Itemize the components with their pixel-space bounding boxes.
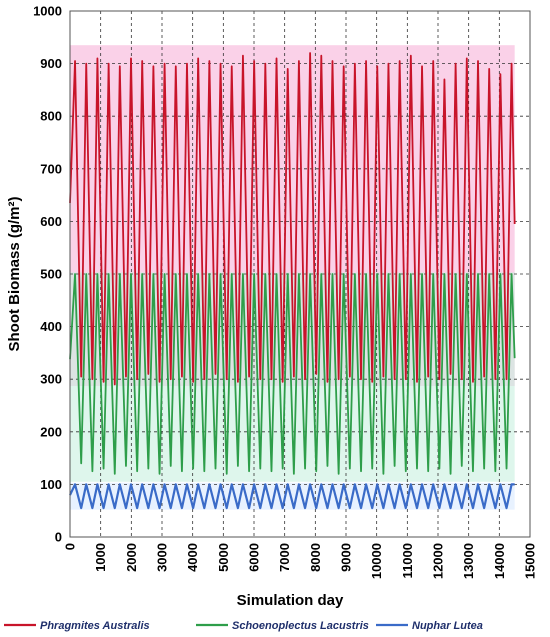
y-tick-label: 1000	[33, 4, 62, 19]
y-tick-label: 700	[40, 161, 62, 176]
x-tick-label: 11000	[400, 543, 415, 578]
x-tick-label: 14000	[492, 543, 507, 579]
legend-label-1: Schoenoplectus Lacustris	[232, 620, 369, 632]
x-tick-label: 8000	[308, 543, 323, 572]
legend-label-0: Phragmites Australis	[40, 620, 150, 632]
y-tick-label: 400	[40, 319, 62, 334]
y-tick-label: 900	[40, 56, 62, 71]
x-tick-labels: 0 1000 2000 3000 4000 5000 6000 7000 8000 9000 100…	[63, 543, 538, 579]
x-tick-label: 15000	[523, 543, 538, 579]
y-tick-label: 200	[40, 424, 62, 439]
y-axis-title: Shoot Biomass (g/m²)	[6, 196, 23, 351]
y-tick-labels: 0 100 200 300 400 500 600 700 800 900 1000	[33, 4, 62, 545]
series-line-2	[69, 483, 515, 510]
x-axis-title: Simulation day	[237, 592, 344, 609]
series-line-0	[69, 52, 516, 386]
x-tick-label: 12000	[431, 543, 446, 579]
x-tick-label: 9000	[339, 543, 354, 572]
x-tick-label: 2000	[124, 543, 139, 572]
x-tick-label: 7000	[277, 543, 292, 572]
x-tick-label: 0	[63, 543, 78, 550]
x-tick-label: 3000	[155, 543, 170, 572]
x-tick-label: 5000	[216, 543, 231, 572]
plot-frame	[69, 10, 531, 538]
y-tick-label: 100	[40, 477, 62, 492]
series-line-1	[69, 273, 516, 475]
y-tick-label: 0	[55, 530, 62, 545]
legend: Phragmites Australis Schoenoplectus Lacus…	[4, 620, 483, 632]
y-tick-label: 800	[40, 109, 62, 124]
x-tick-label: 6000	[247, 543, 262, 572]
y-tick-label: 300	[40, 372, 62, 387]
x-tick-label: 13000	[461, 543, 476, 579]
series-line-layer	[69, 52, 516, 510]
x-tick-label: 1000	[93, 543, 108, 572]
legend-label-2: Nuphar Lutea	[412, 620, 483, 632]
x-tick-label: 10000	[369, 543, 384, 579]
y-tick-label: 500	[40, 267, 62, 282]
y-tick-label: 600	[40, 214, 62, 229]
x-tick-label: 4000	[185, 543, 200, 572]
